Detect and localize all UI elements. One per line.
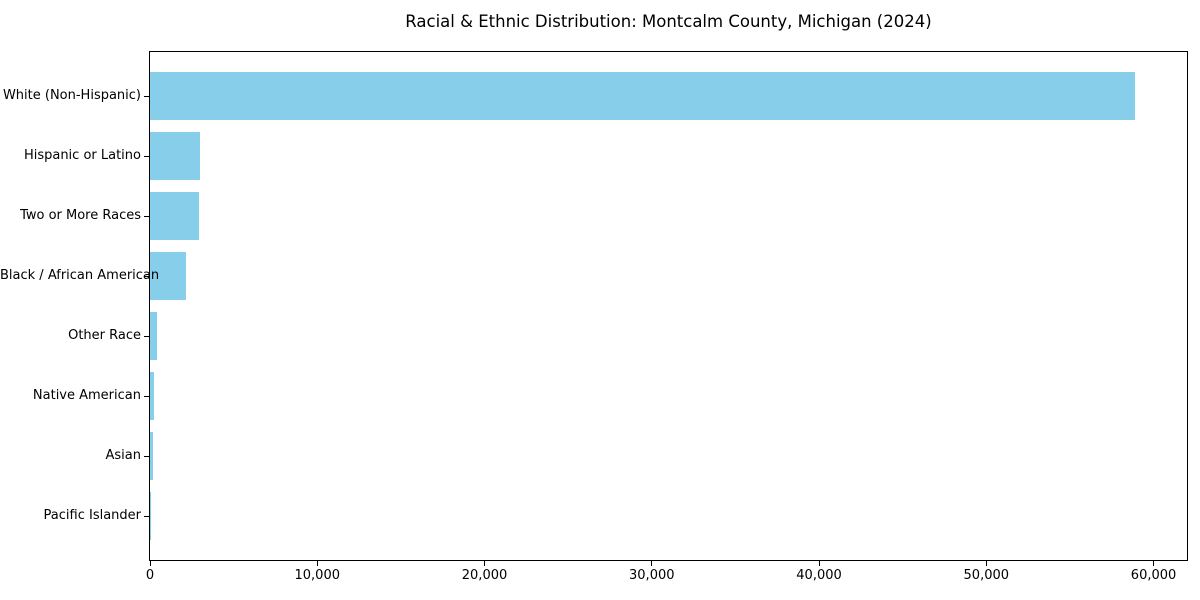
y-tick-mark (144, 396, 149, 397)
y-tick-label: Other Race (68, 328, 141, 343)
y-tick-label: Native American (32, 388, 141, 403)
x-tick-label: 20,000 (461, 568, 508, 583)
plot-area (149, 51, 1188, 561)
y-tick-mark (144, 96, 149, 97)
y-tick-label: Black / African American (0, 268, 160, 283)
x-tick-mark (985, 561, 987, 566)
x-tick-label: 10,000 (294, 568, 341, 583)
x-tick-mark (651, 561, 653, 566)
y-tick-mark (144, 276, 149, 277)
x-tick-label: 40,000 (796, 568, 842, 583)
y-tick-label: Hispanic or Latino (23, 148, 141, 163)
bar-native-american (150, 372, 154, 420)
x-tick-mark (818, 561, 820, 566)
bar-white-non-hispanic (150, 72, 1136, 120)
y-tick-mark (144, 516, 149, 517)
y-tick-label: White (Non-Hispanic) (2, 88, 141, 103)
x-tick-label: 30,000 (629, 568, 675, 583)
x-tick-mark (316, 561, 318, 566)
x-tick-mark (149, 561, 151, 566)
bar-black-african-american (150, 252, 186, 300)
y-tick-mark (144, 456, 149, 457)
x-tick-label: 0 (145, 568, 155, 583)
chart-title: Racial & Ethnic Distribution: Montcalm C… (405, 12, 932, 31)
x-tick-mark (484, 561, 486, 566)
y-tick-mark (144, 216, 149, 217)
bar-hispanic-or-latino (150, 132, 201, 180)
y-tick-mark (144, 336, 149, 337)
bar-two-or-more-races (150, 192, 200, 240)
y-tick-label: Two or More Races (20, 208, 141, 223)
x-tick-label: 60,000 (1130, 568, 1177, 583)
bar-other-race (150, 312, 158, 360)
bar-asian (150, 432, 154, 480)
x-tick-label: 50,000 (963, 568, 1010, 583)
y-tick-label: Pacific Islander (43, 508, 141, 523)
y-tick-mark (144, 156, 149, 157)
y-tick-label: Asian (105, 448, 141, 463)
x-tick-mark (1153, 561, 1155, 566)
